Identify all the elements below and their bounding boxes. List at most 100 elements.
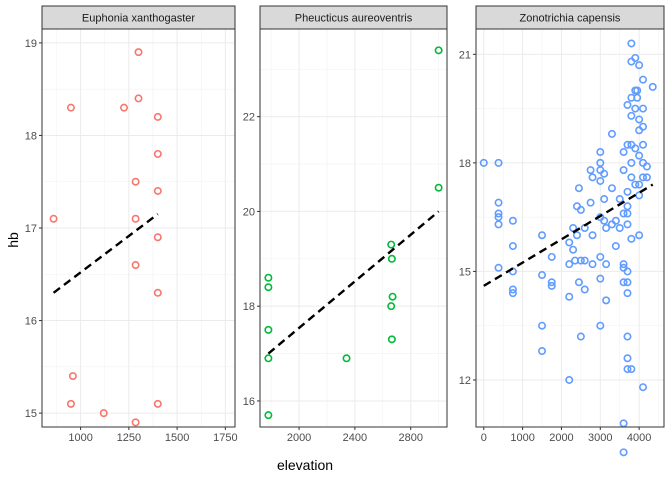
data-point [508,289,517,298]
data-point [627,111,636,120]
data-point [538,347,547,356]
data-point [627,173,636,182]
data-point [479,158,488,167]
data-point [635,115,644,124]
data-point [627,234,636,243]
data-point [600,169,609,178]
data-point [631,53,640,62]
data-point [574,278,583,287]
data-point [600,216,609,225]
data-point [264,283,273,292]
data-point [611,216,620,225]
data-point [508,242,517,251]
data-point [131,418,140,427]
data-point [131,177,140,186]
data-point [602,260,611,269]
data-point [635,61,644,70]
axis-ticks: 0 1000 2000 3000 4000 12 15 18 21 [459,49,652,444]
data-point [619,260,628,269]
data-point [49,214,58,223]
data-point [631,104,640,113]
data-point [619,148,628,157]
trend-line-group [483,183,654,287]
data-point [134,48,143,57]
data-point [494,213,503,222]
data-point [387,302,396,311]
data-point [494,220,503,229]
data-point [639,122,648,131]
data-point [565,260,574,269]
y-axis-title: hb [5,232,21,248]
x-tick-label: 0 [481,432,487,444]
y-tick-label: 15 [25,408,37,420]
data-point [538,321,547,330]
data-point [596,148,605,157]
data-point [434,183,443,192]
data-point [635,151,644,160]
data-point [639,75,648,84]
y-tick-label: 15 [459,266,471,278]
data-point [538,231,547,240]
data-point [619,166,628,175]
data-point [508,216,517,225]
data-point [623,278,632,287]
y-tick-label: 22 [243,112,255,124]
data-point [607,184,616,193]
data-point [639,383,648,392]
data-point [569,245,578,254]
x-tick-label: 1000 [68,432,92,444]
facet-title: Pheucticus aureoventris [295,13,413,25]
x-axis-title: elevation [277,457,333,473]
data-point [580,256,589,265]
data-point [596,176,605,185]
trend-line-group [267,210,440,355]
data-point [264,354,273,363]
data-point [547,278,556,287]
data-point [642,162,651,171]
data-point [596,274,605,283]
data-point [623,220,632,229]
panel-border [259,28,448,428]
data-point [627,39,636,48]
data-point [600,195,609,204]
data-point [623,332,632,341]
data-point [588,260,597,269]
facet-title: Zonotrichia capensis [520,13,621,25]
data-point [508,285,517,294]
data-point [547,281,556,290]
data-point [576,332,585,341]
point-series [479,39,657,457]
y-tick-label: 19 [25,38,37,50]
data-point [153,399,162,408]
data-point [576,256,585,265]
facet-title: Euphonia xanthogaster [82,13,195,25]
data-point [387,254,396,263]
y-tick-label: 16 [243,396,255,408]
x-tick-label: 2000 [287,432,311,444]
data-point [494,263,503,272]
data-point [633,93,642,102]
data-point [639,140,648,149]
x-tick-label: 1500 [165,432,189,444]
data-point [574,184,583,193]
data-point [572,231,581,240]
data-point [264,411,273,420]
data-point [639,173,648,182]
data-point [387,335,396,344]
data-point [66,103,75,112]
x-tick-label: 2000 [549,432,573,444]
data-point [619,448,628,457]
data-point [635,180,644,189]
data-point [494,158,503,167]
data-point [99,409,108,418]
y-tick-label: 21 [459,49,471,61]
data-point [494,198,503,207]
grid-lines [260,29,447,427]
data-point [586,166,595,175]
data-point [565,375,574,384]
data-point [623,289,632,298]
data-point [635,231,644,240]
data-point [623,140,632,149]
data-point [586,198,595,207]
data-point [565,238,574,247]
